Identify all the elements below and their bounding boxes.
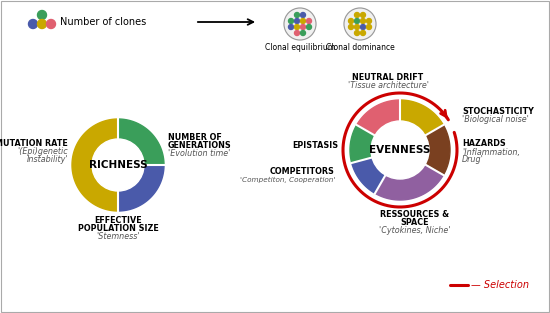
Circle shape xyxy=(355,24,360,29)
Circle shape xyxy=(366,18,371,23)
Polygon shape xyxy=(357,100,400,136)
Circle shape xyxy=(355,18,360,23)
Circle shape xyxy=(360,24,366,29)
Text: '(Epi)genetic: '(Epi)genetic xyxy=(18,146,68,156)
Circle shape xyxy=(37,11,47,19)
Text: COMPETITORS: COMPETITORS xyxy=(270,167,335,177)
Polygon shape xyxy=(375,165,443,200)
Circle shape xyxy=(294,24,300,29)
Text: HAZARDS: HAZARDS xyxy=(462,140,506,148)
Text: 'Cytokines, Niche': 'Cytokines, Niche' xyxy=(379,226,451,235)
Circle shape xyxy=(294,13,300,18)
Polygon shape xyxy=(351,157,386,193)
Text: 'Stemness': 'Stemness' xyxy=(96,232,140,241)
Text: RESSOURCES &: RESSOURCES & xyxy=(381,210,449,219)
Text: NEUTRAL DRIFT: NEUTRAL DRIFT xyxy=(353,74,424,83)
Text: STOCHASTICITY: STOCHASTICITY xyxy=(462,107,534,116)
Text: POPULATION SIZE: POPULATION SIZE xyxy=(78,224,158,233)
Circle shape xyxy=(300,18,305,23)
Text: EPISTASIS: EPISTASIS xyxy=(292,141,338,150)
Circle shape xyxy=(294,30,300,35)
Circle shape xyxy=(366,24,371,29)
Polygon shape xyxy=(118,119,164,165)
Text: 'Biological noise': 'Biological noise' xyxy=(462,115,529,125)
Circle shape xyxy=(349,24,354,29)
Circle shape xyxy=(92,139,144,191)
Circle shape xyxy=(284,8,316,40)
Circle shape xyxy=(344,8,376,40)
Text: RICHNESS: RICHNESS xyxy=(89,160,147,170)
Circle shape xyxy=(29,19,37,28)
Circle shape xyxy=(371,121,429,179)
Text: 'Competiton, Cooperation': 'Competiton, Cooperation' xyxy=(240,177,335,183)
Text: GENERATIONS: GENERATIONS xyxy=(168,141,232,150)
Text: Instability': Instability' xyxy=(26,155,68,163)
Text: MUTATION RATE: MUTATION RATE xyxy=(0,138,68,147)
Circle shape xyxy=(300,30,305,35)
Text: 'Tissue architecture': 'Tissue architecture' xyxy=(348,81,428,90)
Circle shape xyxy=(360,18,366,23)
Circle shape xyxy=(360,30,366,35)
Circle shape xyxy=(306,18,311,23)
Circle shape xyxy=(300,24,305,29)
Polygon shape xyxy=(118,165,164,211)
Polygon shape xyxy=(72,119,118,211)
Circle shape xyxy=(349,18,354,23)
Circle shape xyxy=(294,18,300,23)
Circle shape xyxy=(355,13,360,18)
Polygon shape xyxy=(400,100,443,136)
Circle shape xyxy=(289,24,294,29)
Text: 'Inflammation,: 'Inflammation, xyxy=(462,147,520,156)
Circle shape xyxy=(37,19,47,28)
Text: NUMBER OF: NUMBER OF xyxy=(168,132,222,141)
Polygon shape xyxy=(425,125,450,175)
Polygon shape xyxy=(350,125,375,163)
Text: EFFECTIVE: EFFECTIVE xyxy=(94,216,142,225)
Text: 'Evolution time': 'Evolution time' xyxy=(168,148,230,157)
Circle shape xyxy=(289,18,294,23)
Text: SPACE: SPACE xyxy=(401,218,429,227)
Circle shape xyxy=(47,19,56,28)
Circle shape xyxy=(300,13,305,18)
Circle shape xyxy=(355,30,360,35)
Text: EVENNESS: EVENNESS xyxy=(369,145,431,155)
Text: — Selection: — Selection xyxy=(471,280,529,290)
Text: Drug': Drug' xyxy=(462,156,484,165)
Text: Clonal equilibrium: Clonal equilibrium xyxy=(265,43,335,52)
Text: Clonal dominance: Clonal dominance xyxy=(326,43,394,52)
Circle shape xyxy=(306,24,311,29)
Circle shape xyxy=(360,13,366,18)
Text: Number of clones: Number of clones xyxy=(60,17,146,27)
